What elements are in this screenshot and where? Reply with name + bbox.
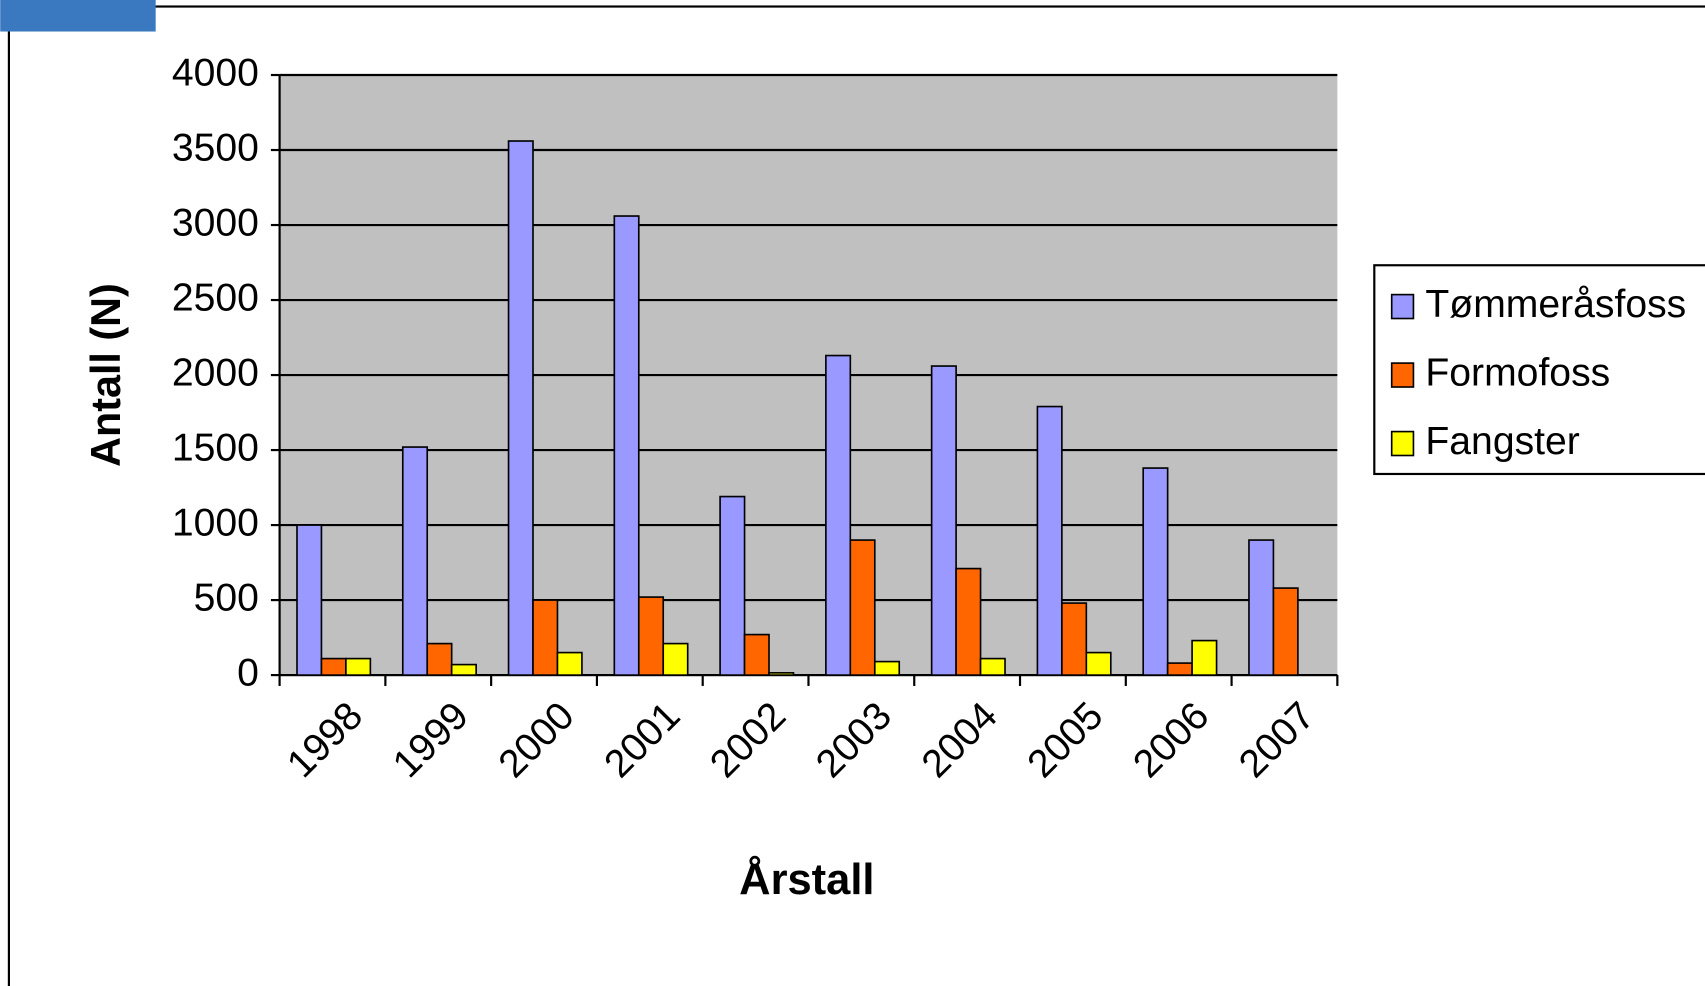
- y-tick-label: 2500: [172, 276, 259, 319]
- bar: [873, 660, 901, 676]
- bar: [930, 365, 957, 676]
- legend-box: [1373, 264, 1705, 476]
- bar: [613, 215, 640, 676]
- bar: [345, 657, 372, 676]
- bar: [662, 642, 689, 676]
- y-tick-label: 2000: [172, 351, 259, 394]
- bar: [1166, 662, 1193, 676]
- bar: [1272, 587, 1299, 676]
- legend-label: Formofoss: [1425, 351, 1610, 394]
- y-axis-title: Antall (N): [83, 283, 129, 467]
- bar: [849, 539, 876, 676]
- y-tick-label: 4000: [172, 51, 259, 94]
- bar: [1248, 539, 1275, 676]
- bar: [955, 567, 982, 676]
- corner-tab: [0, 0, 156, 32]
- bar: [532, 599, 559, 676]
- y-tick-label: 0: [237, 651, 259, 694]
- bar: [320, 657, 347, 676]
- legend-swatch: [1390, 293, 1415, 320]
- bar: [556, 651, 583, 676]
- bar: [768, 672, 795, 676]
- x-axis-title: Årstall: [739, 855, 874, 904]
- bar: [426, 642, 453, 676]
- bar: [719, 495, 746, 676]
- y-tick-label: 1000: [172, 501, 259, 544]
- bar: [743, 633, 770, 676]
- bar: [401, 446, 429, 676]
- bar: [979, 657, 1006, 676]
- bar: [1085, 651, 1112, 676]
- legend-label: Tømmeråsfoss: [1425, 283, 1686, 326]
- y-tick-label: 1500: [172, 426, 259, 469]
- legend-swatch: [1390, 430, 1415, 457]
- y-tick-label: 3500: [172, 126, 259, 169]
- bar: [450, 663, 477, 676]
- bar: [825, 354, 852, 676]
- bar: [1036, 405, 1063, 676]
- y-tick-label: 3000: [172, 201, 259, 244]
- bar: [1061, 602, 1088, 676]
- legend-swatch: [1390, 362, 1415, 388]
- bar: [296, 524, 323, 676]
- legend-label: Fangster: [1425, 420, 1579, 463]
- bar: [1191, 639, 1218, 676]
- y-tick-label: 500: [194, 576, 259, 619]
- bar: [1142, 467, 1169, 676]
- bar: [637, 596, 665, 676]
- bar: [507, 140, 534, 676]
